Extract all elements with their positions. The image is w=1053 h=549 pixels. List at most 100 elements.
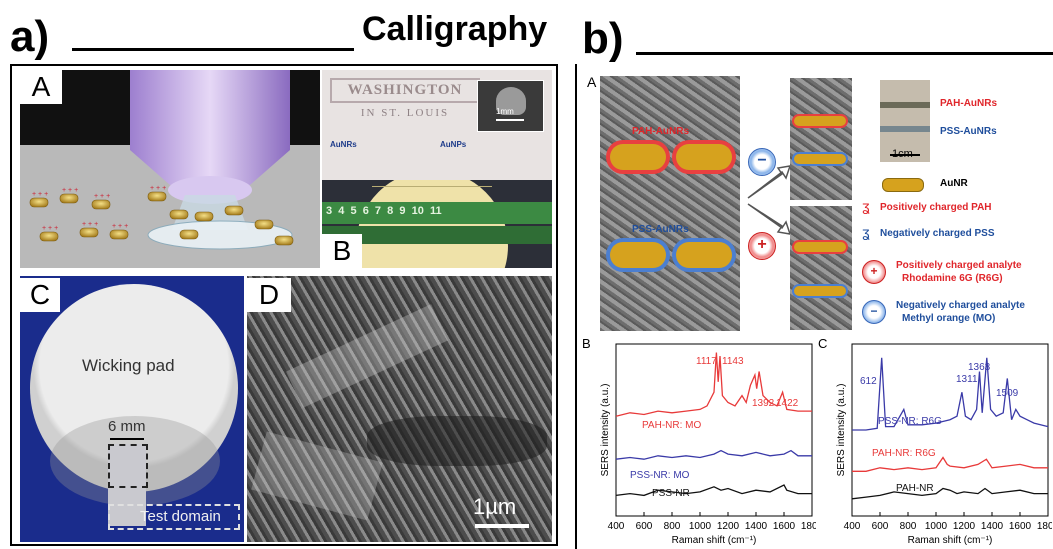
header-rule-right [636,52,1053,55]
x-axis-label: Raman shift (cm⁻¹) [672,535,757,546]
stripe-photo [880,80,930,162]
inset-tip-photo: 1mm [477,80,544,132]
scale-1mm: 1mm [496,107,514,116]
legend-pss: Negatively charged PSS [880,228,995,239]
peak-label: 1509 [996,388,1019,399]
washington-logo: WASHINGTON IN ST. LOUIS [330,78,480,138]
series-label-2: PSS-NR [652,488,690,499]
series-line-2 [851,487,1048,500]
panel-d-sem: 1µm D [247,276,552,542]
six-mm-arrow [110,438,144,440]
washington-bottom-text: IN ST. LOUIS [360,107,450,119]
x-tick-label: 1000 [689,521,712,532]
legend-r6g-1: Positively charged analyte [896,260,1022,271]
legend-r6g-icon: + [862,260,886,284]
x-tick-label: 600 [636,521,653,532]
figure-label-a: a) [10,12,50,61]
six-mm-label: 6 mm [108,418,146,435]
strip-box [108,444,148,488]
sem-rod-pah-2 [676,144,732,170]
y-axis-label: SERS intensity (a.u.) [600,384,611,477]
label-aunps: AuNPs [440,140,467,149]
series-label-2: PAH-NR [896,483,934,494]
legend-mo-icon: − [862,300,886,324]
panel-A-label: A [20,70,62,104]
x-tick-label: 800 [900,521,917,532]
svg-text:+ + +: + + + [42,225,58,232]
chart-c-sers: C 400 600 800 1000 1200 1400 1600 1800 Raman shif… [818,336,1052,546]
peak-label: 612 [860,376,877,387]
peak-label: 1392 [752,398,775,409]
x-tick-label: 400 [844,521,861,532]
svg-text:+ + +: + + + [82,221,98,228]
x-tick-label: 1000 [925,521,948,532]
panel-right-A-label: A [587,74,597,90]
series-label-1: PSS-NR: MO [630,470,690,481]
test-strip [108,444,146,526]
peak-label: 1363 [968,362,991,373]
panel-C-label: C [20,278,60,312]
peak-label: 1311 [956,374,978,385]
sem-label-pss: PSS-AuNRs [632,224,689,235]
x-axis-label: Raman shift (cm⁻¹) [908,535,993,546]
label-aunrs: AuNRs [330,140,357,149]
series-label-1: PAH-NR: R6G [872,448,936,459]
svg-text:+ + +: + + + [94,193,110,200]
svg-text:+ + +: + + + [150,185,166,192]
plot-frame [615,343,813,517]
sem-label-pah: PAH-AuNRs [632,126,690,137]
x-tick-label: 1200 [953,521,976,532]
svg-text:+ + +: + + + [112,223,128,230]
x-tick-label: 1400 [981,521,1004,532]
legend-pah-icon: ʓ [862,198,870,214]
series-line-2 [615,484,812,497]
ruler-lower [322,226,552,244]
legend-mo-1: Negatively charged analyte [896,300,1025,311]
legend-aunr-icon [882,178,924,192]
peak-label: 1117 [696,356,717,367]
test-domain-label: Test domain [140,508,221,525]
panel-B-label: B [322,234,362,268]
x-tick-label: 1200 [717,521,740,532]
wicking-pad-label: Wicking pad [82,356,175,375]
scale-1cm: 1cm [892,148,913,160]
series-line-1 [615,449,812,460]
sem-rod-pss-1 [610,242,666,268]
chart-b-sers: B 400 600 800 1000 1200 1400 1600 1800 Raman shif… [582,336,816,546]
right-sem-result-bottom [790,206,852,330]
legend-pss-icon: ʓ [862,224,870,240]
legend-aunr: AuNR [940,178,968,189]
pen-tip-illustration: + + + + + + + + + + + + + + + + + + + + + [29,70,294,250]
sem-rod-pss-2 [676,242,732,268]
label-pah-aunrs: PAH-AuNRs [940,98,998,109]
scale-label-1um: 1µm [473,494,517,519]
header-rule-left [72,48,354,51]
ruler: 3 4 5 6 7 8 9 10 11 [322,202,552,224]
peak-label: 1143 [722,356,744,367]
x-tick-label: 1800 [1037,521,1052,532]
x-tick-label: 1400 [745,521,768,532]
x-tick-label: 800 [664,521,681,532]
x-tick-label: 1600 [1009,521,1032,532]
x-tick-label: 1600 [773,521,796,532]
chart-panel-letter: C [818,336,827,351]
test-domain-box [108,504,240,530]
legend-r6g-2: Rhodamine 6G (R6G) [902,273,1003,284]
minus-charge-icon: − [748,148,776,176]
x-tick-label: 600 [872,521,889,532]
plus-charge-icon: + [748,232,776,260]
y-axis-label: SERS intensity (a.u.) [836,384,847,477]
figure-title: Calligraphy [362,10,548,48]
x-tick-label: 1800 [801,521,816,532]
right-sem-main: PAH-AuNRs PSS-AuNRs [600,76,740,331]
sem-rod-pah-1 [610,144,666,170]
series-label-0: PSS-NR: R6G [878,416,942,427]
reaction-arrows [747,165,792,235]
panel-D-label: D [247,278,291,312]
washington-top-text: WASHINGTON [330,78,480,103]
figure-label-b: b) [582,14,624,63]
scale-bar-1um [475,524,529,528]
chart-panel-letter: B [582,336,591,351]
series-label-0: PAH-NR: MO [642,420,701,431]
left-figure-frame [10,64,558,546]
